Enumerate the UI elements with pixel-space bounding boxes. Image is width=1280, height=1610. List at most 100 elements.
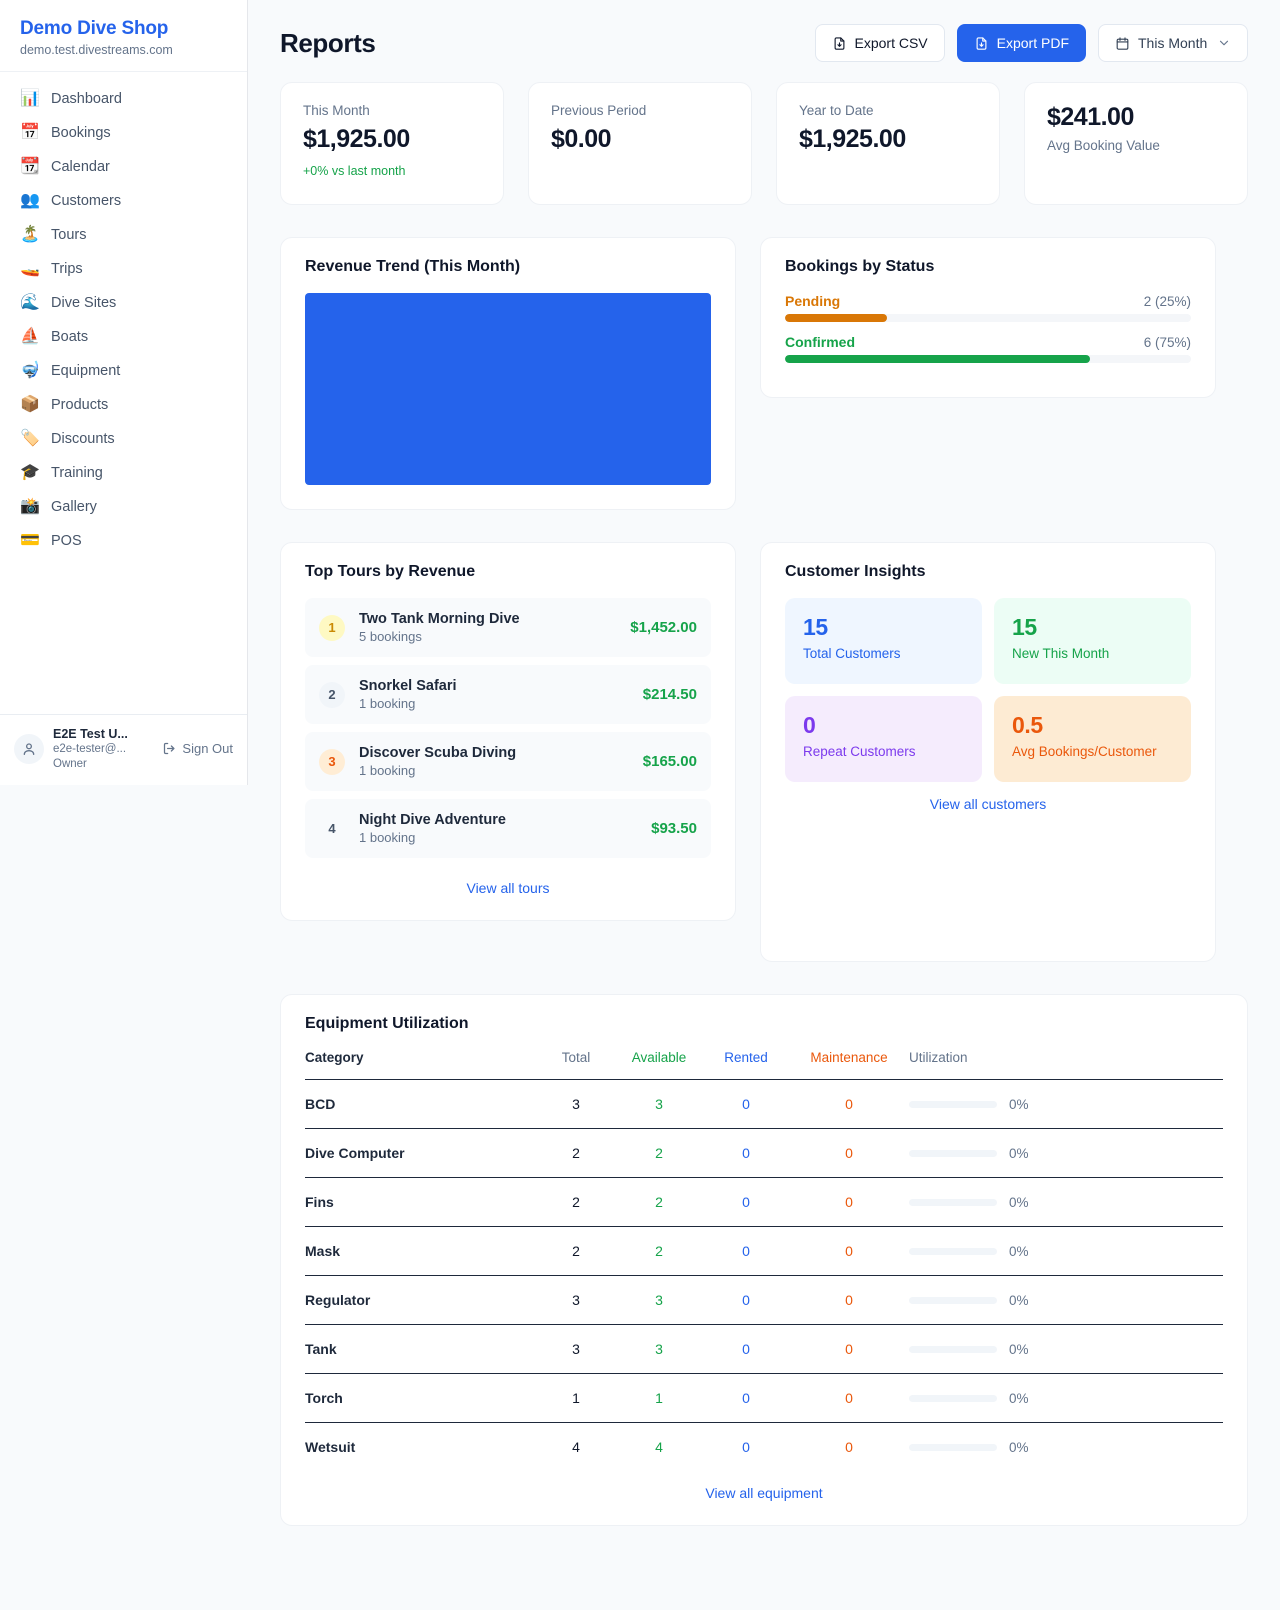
kpi-card: This Month $1,925.00 +0% vs last month — [280, 82, 504, 205]
view-all-customers-link[interactable]: View all customers — [929, 796, 1047, 812]
status-progress-fill — [785, 314, 887, 322]
insights-row: Top Tours by Revenue 1 Two Tank Morning D… — [280, 542, 1248, 962]
sign-out-label: Sign Out — [182, 741, 233, 757]
export-csv-button[interactable]: Export CSV — [814, 24, 945, 62]
sidebar-item-gallery[interactable]: 📸 Gallery — [10, 490, 237, 524]
file-download-icon — [974, 36, 989, 51]
sidebar-item-dashboard[interactable]: 📊 Dashboard — [10, 82, 237, 116]
sidebar-item-dive-sites[interactable]: 🌊 Dive Sites — [10, 286, 237, 320]
box-icon: 📦 — [20, 396, 40, 413]
tour-row[interactable]: 4 Night Dive Adventure 1 booking $93.50 — [305, 799, 711, 858]
logout-icon — [162, 741, 177, 756]
view-all-tours-link[interactable]: View all tours — [466, 880, 550, 896]
sidebar-item-customers[interactable]: 👥 Customers — [10, 184, 237, 218]
sidebar-item-label: Training — [51, 465, 103, 481]
camera-icon: 📸 — [20, 498, 40, 515]
equipment-category: Wetsuit — [305, 1422, 537, 1471]
sidebar-item-equipment[interactable]: 🤿 Equipment — [10, 354, 237, 388]
tour-rank-badge: 4 — [328, 821, 336, 836]
user-name: E2E Test U... — [53, 726, 128, 741]
status-count: 6 (75%) — [1143, 335, 1191, 350]
equipment-rented: 0 — [703, 1324, 789, 1374]
people-icon: 👥 — [20, 192, 40, 209]
chevron-down-icon — [1217, 36, 1231, 50]
utilization-percent: 0% — [1009, 1243, 1029, 1259]
sidebar-item-trips[interactable]: 🚤 Trips — [10, 252, 237, 286]
status-row: Confirmed 6 (75%) — [785, 334, 1191, 363]
equipment-total: 4 — [537, 1422, 615, 1471]
equipment-available: 2 — [615, 1177, 703, 1227]
tour-rank-badge: 3 — [319, 748, 345, 775]
table-row: Dive Computer 2 2 0 0 0% — [305, 1128, 1223, 1178]
calendar-pen-icon: 📆 — [20, 158, 40, 175]
equipment-category: BCD — [305, 1079, 537, 1129]
sidebar-item-pos[interactable]: 💳 POS — [10, 524, 237, 558]
column-header: Rented — [724, 1050, 768, 1065]
tour-row[interactable]: 1 Two Tank Morning Dive 5 bookings $1,452.0… — [305, 598, 711, 657]
sidebar-item-training[interactable]: 🎓 Training — [10, 456, 237, 490]
view-all-equipment-link[interactable]: View all equipment — [705, 1485, 823, 1501]
insight-label: New This Month — [1012, 646, 1110, 661]
utilization-percent: 0% — [1009, 1194, 1029, 1210]
user-email: e2e-tester@... — [53, 743, 127, 756]
insight-tile: 15 New This Month — [994, 598, 1191, 684]
tours-list: 1 Two Tank Morning Dive 5 bookings $1,452.0… — [305, 598, 711, 858]
sidebar-item-label: POS — [51, 533, 82, 549]
utilization-track — [909, 1394, 997, 1402]
brand-block[interactable]: Demo Dive Shop demo.test.divestreams.com — [0, 0, 247, 72]
status-progress-fill — [785, 355, 1090, 363]
insight-label: Repeat Customers — [803, 744, 916, 759]
sidebar-item-boats[interactable]: ⛵ Boats — [10, 320, 237, 354]
user-box: E2E Test U... e2e-tester@... Owner Sign … — [0, 713, 247, 785]
calendar-icon — [1115, 36, 1130, 51]
main-content: Reports Export CSV E — [248, 0, 1280, 1610]
tour-row[interactable]: 3 Discover Scuba Diving 1 booking $165.00 — [305, 732, 711, 791]
sign-out-button[interactable]: Sign Out — [162, 741, 233, 756]
customer-insights-card: Customer Insights 15 Total Customers 15 New… — [760, 542, 1216, 962]
sidebar-item-label: Bookings — [51, 125, 111, 141]
utilization-track — [909, 1443, 997, 1451]
utilization-percent: 0% — [1009, 1439, 1029, 1455]
period-select[interactable]: This Month — [1098, 24, 1248, 62]
equipment-category: Fins — [305, 1177, 537, 1227]
utilization-percent: 0% — [1009, 1145, 1029, 1161]
export-pdf-button[interactable]: Export PDF — [956, 24, 1086, 62]
sidebar-item-label: Products — [51, 397, 109, 413]
sidebar-item-calendar[interactable]: 📆 Calendar — [10, 150, 237, 184]
tour-name: Snorkel Safari — [359, 678, 457, 694]
charts-row: Revenue Trend (This Month) Bookings by S… — [280, 237, 1248, 510]
tour-row[interactable]: 2 Snorkel Safari 1 booking $214.50 — [305, 665, 711, 724]
tour-amount: $165.00 — [642, 753, 697, 770]
bar-chart-icon: 📊 — [20, 90, 40, 107]
top-tours-card: Top Tours by Revenue 1 Two Tank Morning D… — [280, 542, 736, 921]
kpi-value: $0.00 — [551, 125, 612, 153]
sidebar-item-label: Equipment — [51, 363, 121, 379]
kpi-label: Previous Period — [551, 103, 647, 118]
equipment-rented: 0 — [703, 1128, 789, 1178]
equipment-available: 3 — [615, 1275, 703, 1325]
tour-bookings: 1 booking — [359, 763, 416, 778]
sidebar-item-bookings[interactable]: 📅 Bookings — [10, 116, 237, 150]
kpi-value: $1,925.00 — [303, 125, 410, 153]
equipment-maintenance: 0 — [789, 1373, 909, 1423]
sidebar-item-discounts[interactable]: 🏷️ Discounts — [10, 422, 237, 456]
utilization-percent: 0% — [1009, 1390, 1029, 1406]
table-row: Regulator 3 3 0 0 0% — [305, 1275, 1223, 1325]
equipment-category: Tank — [305, 1324, 537, 1374]
sidebar-item-products[interactable]: 📦 Products — [10, 388, 237, 422]
sidebar-item-label: Discounts — [51, 431, 115, 447]
page-title: Reports — [280, 27, 376, 58]
equipment-available: 2 — [615, 1226, 703, 1276]
kpi-label: Year to Date — [799, 103, 874, 118]
equipment-category: Dive Computer — [305, 1128, 537, 1178]
equipment-category: Mask — [305, 1226, 537, 1276]
kpi-card: $241.00 Avg Booking Value — [1024, 82, 1248, 205]
sidebar-item-tours[interactable]: 🏝️ Tours — [10, 218, 237, 252]
equipment-rented: 0 — [703, 1422, 789, 1471]
sailboat-icon: ⛵ — [20, 328, 40, 345]
tour-name: Night Dive Adventure — [359, 812, 506, 828]
column-header: Utilization — [909, 1050, 968, 1065]
tour-name: Discover Scuba Diving — [359, 745, 517, 761]
equipment-maintenance: 0 — [789, 1177, 909, 1227]
